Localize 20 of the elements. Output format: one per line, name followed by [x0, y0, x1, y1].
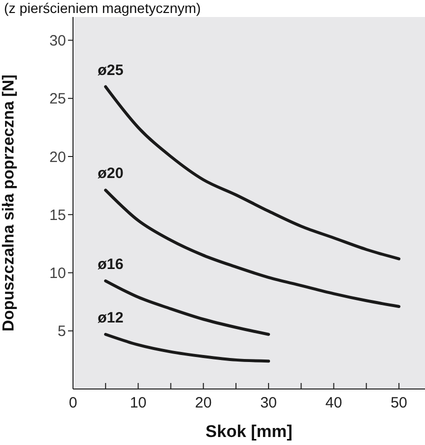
y-tick-label: 10 [49, 265, 66, 282]
y-axis-title: Dopuszczalna siła poprzeczna [N] [0, 74, 18, 332]
x-axis-title: Skok [mm] [206, 422, 292, 441]
series-label: ø12 [98, 309, 124, 326]
series-label: ø25 [98, 62, 124, 79]
line-series [104, 332, 270, 363]
y-tick-label: 20 [49, 148, 66, 166]
series-label: ø16 [98, 256, 124, 273]
y-tick-label: 15 [49, 206, 66, 224]
y-tick-label: 5 [58, 323, 66, 340]
x-tick-label: 0 [68, 394, 78, 412]
chart-title: (z pierścieniem magnetycznym) [4, 0, 201, 17]
x-tick-label: 20 [195, 394, 212, 412]
x-tick-label: 50 [390, 394, 408, 412]
series-label: ø20 [98, 165, 124, 182]
x-tick-label: 30 [260, 394, 277, 412]
y-tick-label: 25 [49, 90, 66, 108]
y-tick-label: 30 [49, 32, 66, 50]
x-tick-label: 10 [130, 394, 147, 412]
x-tick-label: 40 [325, 394, 342, 412]
